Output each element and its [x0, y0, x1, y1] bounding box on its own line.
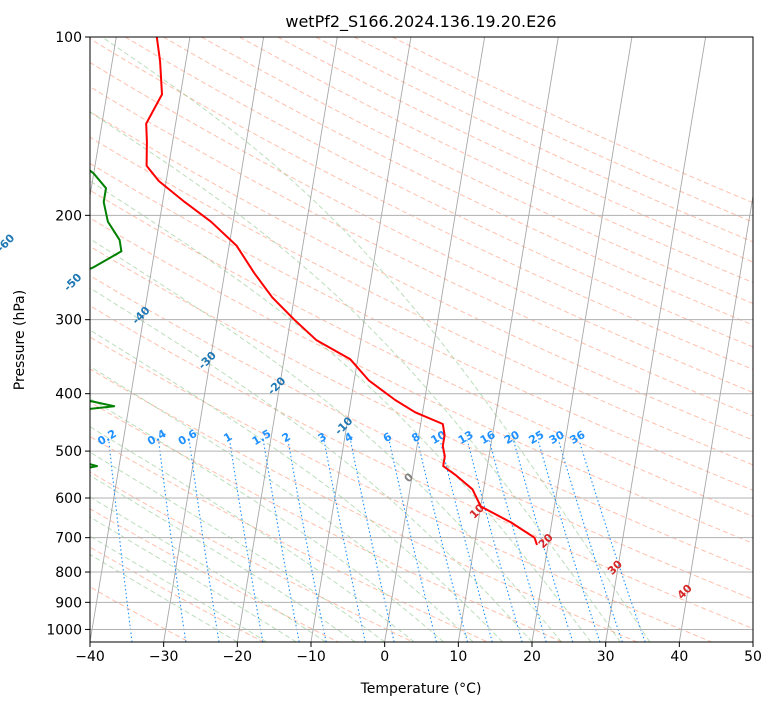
isotherm-line [90, 37, 191, 642]
isotherm-line [163, 37, 265, 642]
mixing-ratio-line [488, 440, 547, 642]
y-tick-label: 900 [55, 595, 82, 611]
isotherm-line [310, 37, 412, 642]
y-tick-label: 700 [55, 531, 82, 547]
moist-adiabat [90, 535, 268, 642]
dry-adiabat [201, 37, 753, 305]
dry-adiabat [90, 275, 753, 600]
mixing-ratio-line [188, 440, 220, 642]
isotherm-line [457, 37, 559, 642]
y-tick-label: 400 [55, 387, 82, 403]
y-tick-label: 200 [55, 208, 82, 224]
mixing-ratio-line [287, 440, 327, 642]
moist-adiabat [90, 426, 415, 642]
x-tick-label: 50 [744, 649, 762, 665]
moist-adiabat [90, 287, 533, 642]
isotherm-line [678, 193, 753, 642]
isotherm-line [384, 37, 486, 642]
mixing-ratio-line [439, 440, 493, 642]
dry-adiabat [90, 61, 753, 394]
dry-adiabat [163, 37, 753, 326]
moist-adiabat [101, 37, 651, 642]
dry-adiabat [90, 189, 753, 517]
background-lines [90, 37, 753, 642]
plot-frame [89, 36, 754, 643]
x-axis: −40 −30 −20 −10 0 10 20 30 40 50 [75, 642, 762, 665]
y-axis-label: Pressure (hPa) [12, 290, 28, 390]
isotherm-label: -50 [61, 270, 84, 293]
y-tick-label: 600 [55, 491, 82, 507]
x-tick-label: 10 [449, 649, 467, 665]
y-tick-label: 300 [55, 313, 82, 329]
y-axis: 100 200 300 400 500 600 700 800 900 1000 [46, 30, 90, 638]
isotherm-line [236, 37, 338, 642]
dewpoint-profile [90, 169, 123, 469]
isotherm-line [531, 37, 633, 642]
mixing-ratio-line [513, 440, 574, 642]
moist-adiabat [90, 474, 356, 642]
dry-adiabat [90, 401, 563, 642]
x-tick-label: −20 [223, 649, 253, 665]
x-tick-label: 20 [523, 649, 541, 665]
isotherm-line [752, 639, 753, 642]
mixing-ratio-line [417, 440, 469, 642]
x-axis-label: Temperature (°C) [360, 681, 482, 697]
mixing-ratio-line [158, 440, 187, 642]
x-tick-label: 40 [670, 649, 688, 665]
mixing-ratio-line [388, 440, 437, 642]
dry-adiabat [90, 586, 190, 642]
y-tick-label: 1000 [46, 622, 82, 638]
x-tick-label: 0 [380, 649, 389, 665]
dry-adiabat [90, 546, 264, 642]
x-tick-label: −10 [296, 649, 326, 665]
chart-title: wetPf2_S166.2024.136.19.20.E26 [285, 12, 556, 32]
moist-adiabat [90, 238, 562, 642]
y-tick-label: 800 [55, 565, 82, 581]
mixing-ratio-line [323, 440, 366, 642]
dry-adiabat [90, 305, 753, 630]
x-tick-label: −40 [75, 649, 105, 665]
moist-adiabat [90, 111, 621, 642]
dry-adiabat [90, 162, 753, 491]
dry-adiabat [90, 217, 753, 544]
dry-adiabat [90, 38, 753, 370]
moist-adiabat [90, 553, 238, 642]
x-tick-label: 30 [597, 649, 615, 665]
mixing-ratio-line [350, 440, 395, 642]
isotherm-line [90, 37, 117, 199]
moist-adiabat [90, 329, 503, 642]
dry-adiabat [90, 136, 753, 466]
isotherm-label: -60 [0, 231, 18, 254]
mixing-ratio-line [108, 440, 133, 642]
dry-adiabat [90, 336, 712, 642]
moist-adiabat [90, 180, 592, 642]
plot-background [90, 37, 753, 642]
dry-adiabat [90, 435, 488, 642]
mixing-ratio-line [466, 440, 523, 642]
dry-adiabat [90, 111, 753, 441]
y-tick-label: 500 [55, 444, 82, 460]
moist-adiabat [90, 397, 444, 642]
y-tick-label: 100 [55, 30, 82, 46]
x-tick-label: −30 [149, 649, 179, 665]
mixing-ratio-line [229, 440, 264, 642]
dry-adiabat [90, 368, 638, 642]
profiles [90, 37, 538, 546]
moist-adiabat [90, 451, 385, 642]
mixing-ratio-line [262, 440, 300, 642]
temperature-profile [145, 37, 538, 546]
isotherm-line [605, 37, 707, 642]
